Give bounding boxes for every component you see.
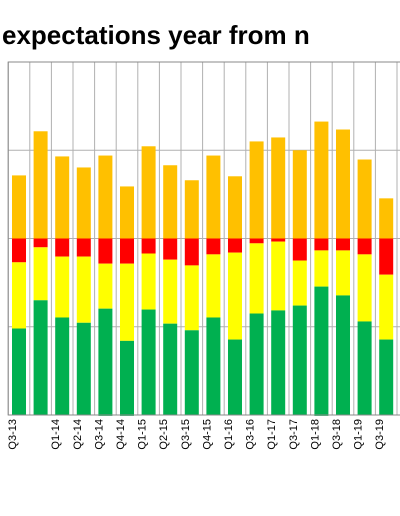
x-tick-label: Q4-15 [201,419,213,450]
x-tick-label: Q2-14 [72,419,84,450]
bar-segment [120,263,134,341]
bar-segment [357,254,372,322]
bar-segment [292,305,307,415]
bar-segment [163,238,178,260]
bar-segment [33,131,48,239]
x-tick-label: Q1-15 [137,419,149,450]
bar-segment [249,243,264,314]
bar-segment [336,250,350,296]
bar-segment [76,238,91,257]
bar-segment [12,238,26,263]
bar-segment [98,308,113,416]
bar-segment [271,137,286,239]
bar-segment [249,313,264,416]
bar-segment [76,256,91,323]
bar-segment [184,265,199,331]
x-tick-label: Q2-15 [158,419,170,450]
bar-segment [379,274,394,340]
bar-segment [249,141,264,239]
bar-segment [206,155,221,239]
x-tick-label: Q1-18 [309,419,321,450]
bar-segment [33,247,48,301]
bar-segment [357,321,372,415]
bar-segment [292,150,307,239]
bar-segment [271,310,286,415]
bar-segment [314,238,329,251]
bar-segment [98,155,113,239]
bar-segment [379,339,394,416]
bar-segment [379,198,394,239]
bar-segment [55,317,70,416]
bar-segment [141,253,156,310]
bar-segment [379,238,394,275]
bar-segment [314,250,329,287]
bar-segment [206,254,221,318]
bar-segment [336,295,350,416]
x-tick-label: Q3-19 [374,419,386,450]
bar-segment [55,256,70,318]
bar-segment [120,186,134,239]
x-tick-label: Q3-18 [331,419,343,450]
bar-segment [206,317,221,416]
bar-segment [271,238,286,242]
bar-segment [76,167,91,239]
chart-title: expectations year from n [2,20,310,50]
bar-segment [249,238,264,244]
x-tick-label: Q3-16 [245,419,257,450]
bar-segment [120,340,134,416]
bar-segment [141,146,156,239]
bar-segment [141,238,156,254]
bar-segment [228,176,242,239]
x-tick-label: Q3-17 [288,419,300,450]
bar-segment [228,238,242,253]
bar-segment [357,159,372,239]
bar-segment [357,238,372,255]
plot-border [7,61,400,416]
bar-segment [98,263,113,309]
bar-segment [12,175,26,239]
bar-segment [98,238,113,264]
bar-segment [314,121,329,239]
x-tick-label: Q3-13 [7,419,19,450]
bar-segment [141,309,156,416]
bar-segment [292,238,307,261]
bar-segment [55,156,70,239]
bar-segment [336,129,350,239]
bar-segment [206,238,221,255]
x-tick-label: Q1-17 [266,419,278,450]
bar-segment [33,300,48,415]
x-tick-label: Q1-19 [353,419,365,450]
bar-segment [163,165,178,239]
x-tick-label: Q1-16 [223,419,235,450]
bar-segment [271,241,286,311]
bar-segment [184,238,199,266]
x-tick-label: Q4-14 [115,419,127,450]
bar-segment [314,286,329,416]
bar-segment [228,252,242,340]
bar-segment [33,238,48,248]
bar-segment [336,238,350,251]
bar-segment [12,262,26,329]
bar-segment [76,322,91,416]
bar-segment [12,328,26,416]
bar-segment [184,330,199,416]
bar-segment [163,259,178,324]
bar-segment [120,238,134,264]
bar-segment [184,180,199,239]
x-tick-label: Q3-15 [180,419,192,450]
x-tick-label: Q3-14 [93,419,105,450]
bar-segment [228,339,242,416]
bar-segment [163,323,178,415]
x-tick-label: Q1-14 [50,419,62,450]
bar-segment [55,238,70,257]
bar-segment [292,260,307,306]
